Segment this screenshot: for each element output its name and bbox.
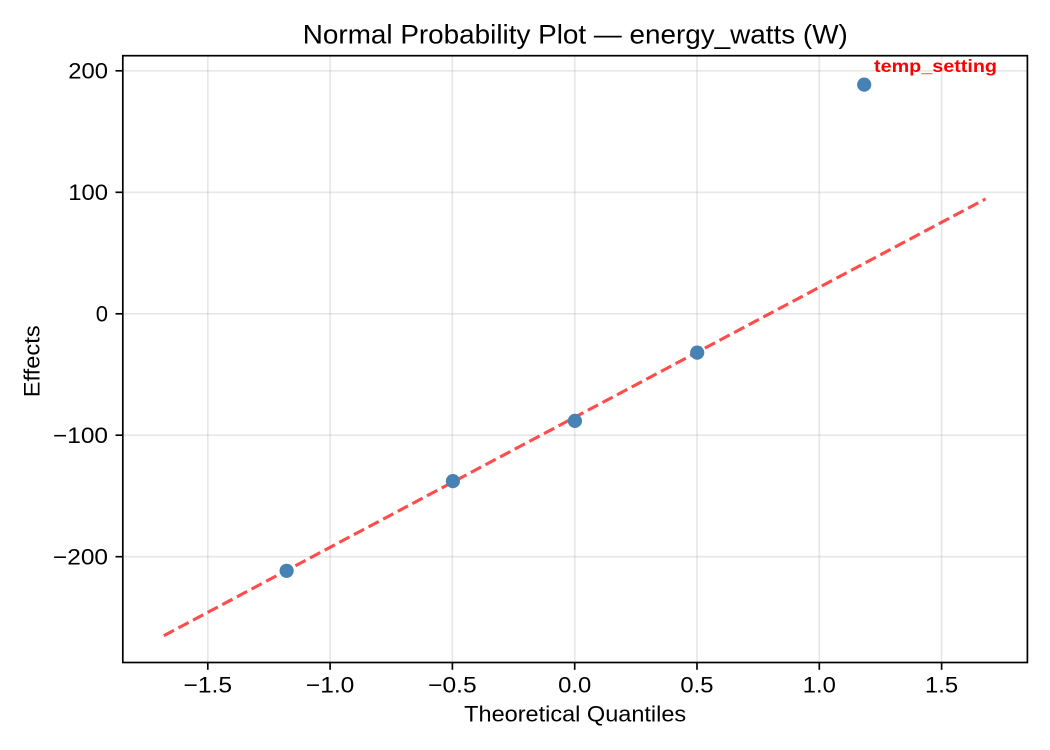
svg-text:−0.5: −0.5 xyxy=(428,673,477,698)
svg-text:Normal Probability Plot — ener: Normal Probability Plot — energy_watts (… xyxy=(303,20,848,50)
svg-text:−100: −100 xyxy=(53,423,108,448)
svg-text:−200: −200 xyxy=(53,545,108,570)
svg-text:Theoretical Quantiles: Theoretical Quantiles xyxy=(464,702,686,727)
svg-text:1.0: 1.0 xyxy=(803,673,836,698)
svg-text:Effects: Effects xyxy=(20,325,45,397)
svg-text:0.5: 0.5 xyxy=(680,673,713,698)
svg-text:200: 200 xyxy=(68,59,108,84)
svg-text:0: 0 xyxy=(96,302,108,327)
svg-text:−1.0: −1.0 xyxy=(306,673,355,698)
svg-text:temp_setting: temp_setting xyxy=(874,56,997,76)
svg-text:100: 100 xyxy=(68,180,108,205)
svg-text:0.0: 0.0 xyxy=(558,673,591,698)
svg-text:1.5: 1.5 xyxy=(925,673,958,698)
svg-text:−1.5: −1.5 xyxy=(184,673,233,698)
